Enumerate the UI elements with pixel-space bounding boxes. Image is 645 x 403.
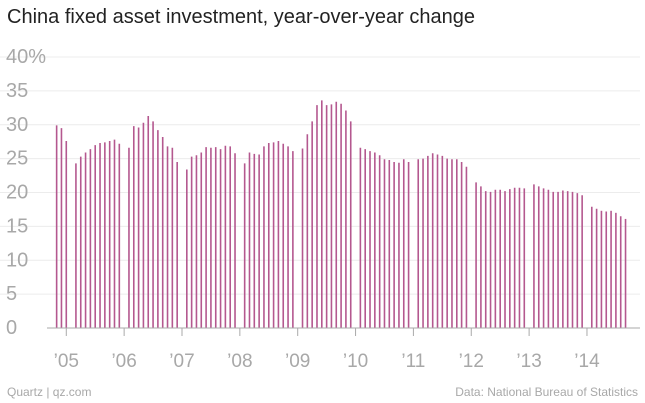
x-tick-label: ’05 (54, 351, 79, 372)
source-text: Data: National Bureau of Statistics (455, 385, 638, 399)
bar-series (55, 100, 627, 328)
chart-title: China fixed asset investment, year-over-… (7, 6, 476, 28)
y-tick-label: 25 (6, 148, 28, 170)
x-tick-label: ’07 (169, 351, 194, 372)
credit-text: Quartz | qz.com (7, 385, 92, 399)
x-tick-label: ’11 (401, 351, 425, 372)
x-tick-label: ’09 (285, 351, 310, 372)
x-tick-label: ’10 (343, 351, 368, 372)
y-tick-label: 30 (6, 114, 28, 136)
y-tick-label: 40% (6, 46, 46, 68)
y-tick-label: 15 (6, 215, 28, 237)
x-tick-label: ’14 (574, 351, 600, 372)
y-tick-labels: 0 5 10 15 20 25 30 35 40% (6, 46, 46, 339)
y-tick-label: 5 (6, 283, 17, 305)
x-tick-label: ’12 (459, 351, 484, 372)
x-axis (47, 327, 640, 336)
y-tick-label: 10 (6, 249, 28, 271)
x-tick-label: ’08 (227, 351, 252, 372)
y-tick-label: 35 (6, 80, 28, 102)
x-tick-labels: ’05 ’06 ’07 ’08 ’09 ’10 ’11 ’12 ’13 ’14 (54, 351, 600, 372)
x-tick-label: ’06 (111, 351, 136, 372)
y-tick-label: 0 (6, 317, 17, 339)
y-tick-label: 20 (6, 182, 28, 204)
x-tick-label: ’13 (516, 351, 541, 372)
